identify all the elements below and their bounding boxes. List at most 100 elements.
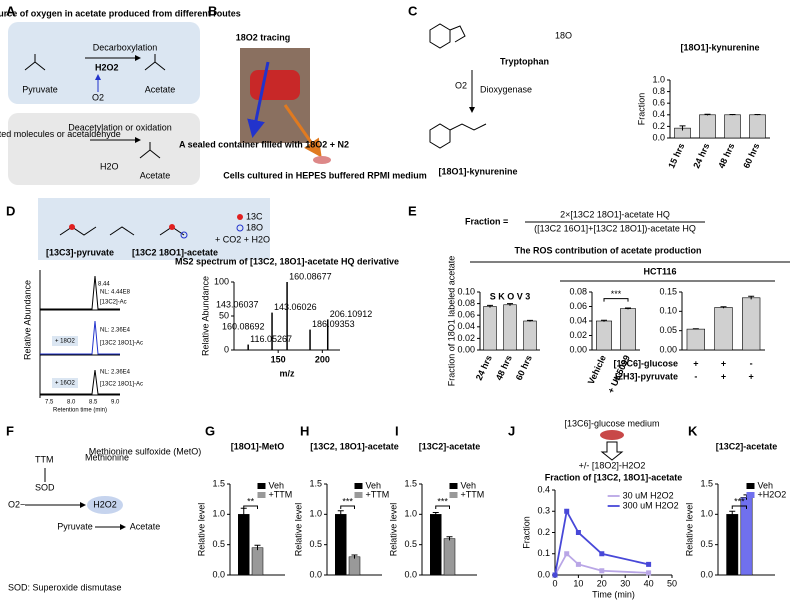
chart-title: [13C2]-acetate: [716, 441, 778, 451]
y-tick-label: 0: [224, 344, 229, 354]
x-tick-label: 48 hrs: [494, 354, 514, 382]
marker: [552, 572, 558, 578]
x-tick-label: 24 hrs: [691, 142, 711, 170]
y-tick-label: 0.5: [212, 539, 225, 549]
significance-label: ***: [611, 289, 622, 299]
label: 18O: [246, 222, 263, 232]
bar: [443, 538, 456, 576]
y-tick-label: 0.04: [569, 315, 587, 325]
x-tick-label: 15 hrs: [666, 142, 686, 170]
legend-swatch: [746, 492, 755, 498]
error-bar: [432, 512, 439, 517]
y-tick-label: 0.10: [457, 286, 475, 296]
label: [18O1]-kynurenine: [438, 166, 517, 176]
tick-label: 8.5: [89, 400, 98, 406]
x-tick-label: 30: [620, 578, 630, 588]
label: Acetate: [145, 84, 176, 94]
significance-bracket: [340, 505, 355, 509]
error-bar: [507, 303, 513, 306]
dish: [313, 156, 331, 164]
label: TTM: [35, 454, 54, 464]
chart-title: S K O V 3: [490, 291, 531, 301]
y-tick-label: 0.02: [569, 330, 587, 340]
trace: [40, 275, 120, 310]
y-tick-label: 0.15: [659, 286, 677, 296]
label: H2O2: [95, 62, 119, 72]
y-tick-label: 100: [214, 276, 229, 286]
bar: [483, 306, 497, 351]
bar: [749, 114, 766, 139]
significance-bracket: [243, 505, 258, 509]
legend-label: +TTM: [269, 489, 293, 499]
panel-b: B 18O2 tracing A sealed container filled…: [179, 3, 427, 180]
panel-j: J [13C6]-glucose medium +/- [18O2]-H2O2: [508, 418, 660, 470]
highlight: [87, 496, 123, 514]
molecule: [144, 54, 166, 71]
arrow: [247, 61, 270, 138]
panel-letter: H: [300, 423, 309, 438]
error-bar: [527, 319, 533, 322]
tag: [52, 378, 78, 388]
y-tick-label: 1.0: [652, 74, 665, 84]
condition-sign: +: [721, 371, 726, 381]
label: O2: [455, 80, 467, 90]
y-axis-label: Relative level: [293, 503, 303, 557]
label: + CO2 + H2O: [215, 234, 270, 244]
line: [554, 508, 649, 576]
y-tick-label: 0.5: [700, 539, 713, 549]
label: 13C: [246, 211, 263, 221]
error-bar: [601, 319, 607, 322]
tick-label: 8.0: [67, 400, 76, 406]
legend-atom: [237, 214, 243, 220]
route-box: [8, 113, 200, 185]
legend-swatch: [257, 492, 266, 498]
legend-swatch: [449, 483, 458, 489]
formula: Fraction =: [465, 216, 508, 226]
peak-label: 116.05267: [250, 334, 292, 344]
error-bar: [729, 510, 736, 518]
bar: [620, 308, 636, 351]
y-tick-label: 1.5: [212, 478, 225, 488]
x-tick-label: 150: [271, 354, 286, 364]
y-tick-label: 1.5: [404, 478, 417, 488]
label: [13C2 18O1]-acetate: [132, 247, 218, 257]
y-axis-label: Relative level: [196, 503, 206, 557]
label: O2−: [8, 499, 25, 509]
x-tick-label: 10: [573, 578, 583, 588]
marker: [575, 530, 581, 535]
legend-label: 300 uM H2O2: [623, 500, 679, 510]
legend-swatch: [746, 483, 755, 489]
error-bar: [692, 328, 699, 330]
legend-label: +TTM: [461, 489, 485, 499]
x-tick-label: 24 hrs: [474, 354, 494, 382]
bar: [596, 320, 612, 351]
chart-title: [13C2]-acetate: [419, 441, 481, 451]
arrow: [600, 441, 624, 461]
y-tick-label: 0.1: [537, 548, 550, 558]
significance-label: ***: [437, 496, 448, 506]
panel-letter: C: [408, 3, 418, 18]
molecule: [429, 23, 466, 49]
label: NL: 4.44E8: [100, 290, 131, 296]
molecule: [139, 142, 161, 159]
y-tick-label: 0.0: [537, 569, 550, 579]
bar: [430, 514, 442, 576]
error-bar: [487, 304, 493, 308]
panel-letter: F: [6, 423, 14, 438]
bar: [686, 328, 705, 351]
legend-label: Veh: [366, 480, 382, 490]
panel-letter: K: [688, 423, 698, 438]
error-bar: [679, 125, 686, 131]
y-tick-label: 0.0: [309, 569, 322, 579]
peak-label: 206.10912: [330, 309, 373, 319]
y-tick-label: 1.0: [212, 509, 225, 519]
legend-label: Veh: [758, 480, 774, 490]
y-tick-label: 0.05: [659, 325, 677, 335]
panel-e: E Fraction = 2×[13C2 18O1]-acetate HQ ([…: [408, 203, 790, 282]
molecule: [429, 123, 487, 149]
label: + 18O2: [55, 339, 76, 345]
bar: [523, 320, 537, 351]
label: Methionine sulfoxide (MetO): [89, 446, 202, 456]
significance-label: ***: [342, 496, 353, 506]
panel-d: D + CO2 + H2O 13C 18O [13C3]-pyruvate [1…: [6, 198, 270, 414]
